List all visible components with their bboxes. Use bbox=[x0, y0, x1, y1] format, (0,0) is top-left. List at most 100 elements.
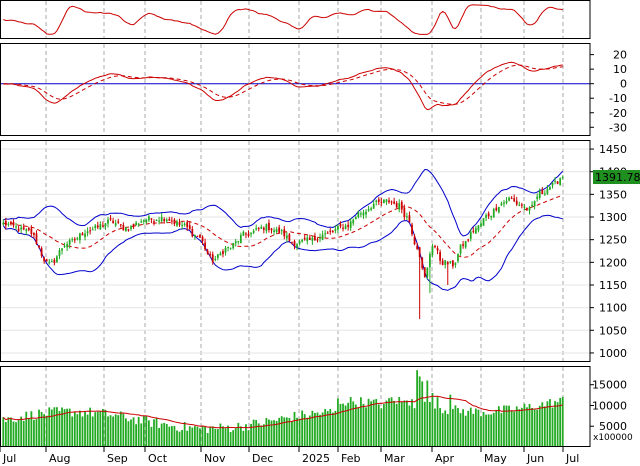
volume-bar bbox=[2, 417, 5, 447]
volume-bar bbox=[449, 394, 452, 447]
macd-line bbox=[3, 61, 563, 111]
candle bbox=[497, 206, 500, 213]
volume-bar bbox=[388, 398, 390, 447]
volume-bar bbox=[441, 413, 444, 447]
volume-bar bbox=[495, 409, 498, 447]
volume-bar bbox=[25, 411, 28, 447]
oscillator-line bbox=[3, 4, 563, 35]
volume-bar bbox=[33, 419, 35, 447]
volume-bar bbox=[214, 428, 217, 447]
price-tick-label: 1350 bbox=[599, 188, 627, 201]
volume-bar bbox=[451, 409, 454, 447]
vol-frame bbox=[0, 366, 591, 447]
candle bbox=[155, 220, 158, 222]
volume-bar bbox=[35, 419, 38, 447]
volume-bar bbox=[513, 411, 516, 447]
macd-tick-label: 10 bbox=[613, 63, 627, 76]
candle bbox=[25, 229, 28, 232]
candle bbox=[329, 230, 332, 232]
candle bbox=[467, 239, 470, 241]
price-tick-label: 1000 bbox=[599, 347, 627, 360]
volume-bar bbox=[96, 411, 99, 447]
volume-bar bbox=[199, 428, 201, 447]
volume-bar bbox=[178, 431, 181, 447]
volume-bar bbox=[142, 415, 145, 447]
volume-bar bbox=[216, 429, 219, 447]
candle bbox=[38, 245, 40, 248]
candle bbox=[209, 254, 212, 256]
volume-bar bbox=[81, 416, 84, 447]
volume-bar bbox=[367, 398, 370, 447]
volume-bar bbox=[137, 416, 140, 447]
candle bbox=[352, 219, 355, 224]
volume-bar bbox=[61, 407, 63, 447]
moving-average-line bbox=[3, 194, 563, 258]
volume-bar bbox=[528, 403, 531, 447]
candle bbox=[150, 218, 153, 220]
candle bbox=[551, 182, 554, 186]
volume-bar bbox=[467, 410, 470, 447]
candle bbox=[316, 239, 319, 241]
volume-bar bbox=[40, 411, 43, 447]
volume-bar bbox=[99, 411, 102, 447]
rsi-frame bbox=[0, 0, 591, 39]
volume-bar bbox=[293, 412, 296, 447]
volume-bar bbox=[7, 417, 10, 447]
candle bbox=[306, 237, 309, 242]
price-tick-label: 1450 bbox=[599, 143, 627, 156]
grid bbox=[0, 1, 590, 446]
volume-bar bbox=[224, 428, 227, 447]
candle bbox=[2, 222, 5, 225]
candle bbox=[385, 199, 388, 202]
candle bbox=[398, 203, 401, 210]
macd-tick-label: -10 bbox=[609, 92, 627, 105]
volume-bar bbox=[63, 409, 66, 447]
volume-bar bbox=[377, 404, 380, 447]
volume-bar bbox=[170, 426, 173, 447]
volume-bar bbox=[326, 411, 329, 447]
volume-bar bbox=[360, 397, 362, 447]
candle bbox=[474, 228, 477, 234]
volume-bar bbox=[232, 430, 235, 447]
candle bbox=[418, 247, 421, 258]
candle bbox=[541, 189, 544, 195]
volume-bar bbox=[89, 407, 92, 447]
candle bbox=[63, 245, 66, 248]
candle bbox=[451, 260, 454, 267]
volume-bar bbox=[56, 407, 58, 447]
candle bbox=[242, 231, 245, 236]
candle bbox=[293, 241, 296, 247]
candle bbox=[201, 236, 204, 242]
volume-bar bbox=[15, 422, 17, 447]
candle bbox=[127, 229, 130, 231]
volume-bar bbox=[408, 405, 411, 447]
axis-labels: 1000105011001150120012501300135014001450… bbox=[0, 49, 640, 465]
volume-bar bbox=[125, 418, 127, 447]
volume-bar bbox=[91, 416, 94, 447]
volume-bar bbox=[303, 414, 306, 447]
volume-bar bbox=[321, 412, 324, 447]
volume-bar bbox=[71, 416, 74, 447]
candle bbox=[326, 232, 329, 234]
candle bbox=[457, 253, 459, 262]
volume-bar bbox=[160, 423, 163, 447]
candle bbox=[400, 201, 403, 210]
candle bbox=[268, 222, 270, 231]
volume-bar bbox=[428, 402, 431, 447]
volume-bar bbox=[186, 430, 189, 447]
price-panel bbox=[2, 168, 564, 319]
volume-bar bbox=[245, 424, 247, 447]
volume-bar bbox=[45, 415, 48, 447]
volume-bar bbox=[331, 412, 334, 447]
candle bbox=[211, 254, 214, 262]
volume-bar bbox=[549, 399, 551, 447]
candle bbox=[173, 219, 176, 225]
month-label: Nov bbox=[204, 452, 226, 465]
candle bbox=[4, 220, 7, 226]
volume-bar bbox=[265, 418, 268, 447]
volume-bar bbox=[520, 407, 523, 447]
volume-bar bbox=[554, 401, 556, 447]
candle bbox=[163, 218, 166, 222]
candle bbox=[411, 224, 413, 235]
candle bbox=[168, 219, 171, 221]
